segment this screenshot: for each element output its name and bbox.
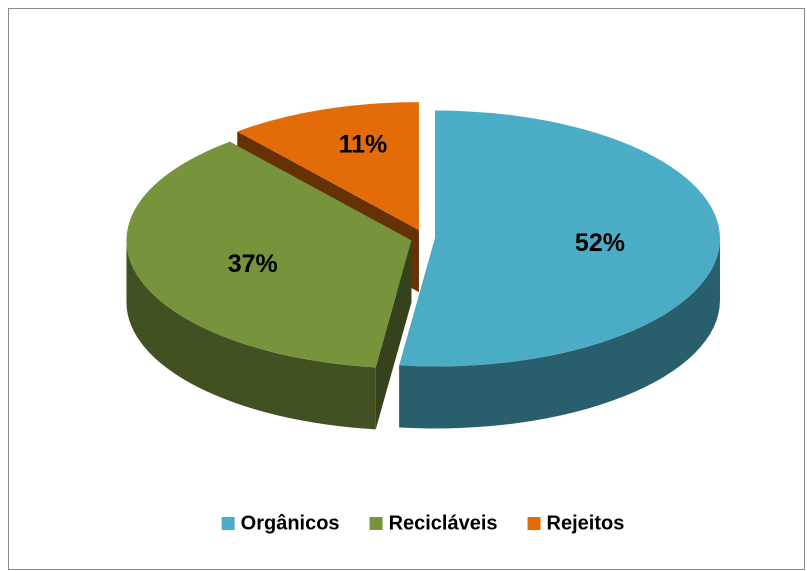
slice — [126, 141, 412, 368]
slice-side — [126, 240, 376, 430]
legend-swatch — [221, 517, 235, 530]
data-label: 52% — [575, 229, 625, 257]
slice — [399, 110, 720, 367]
slice — [237, 102, 419, 231]
legend-swatch — [527, 517, 541, 530]
legend-label: Recicláveis — [389, 512, 498, 534]
legend-swatch — [369, 517, 383, 530]
slice-side — [399, 238, 720, 429]
data-label: 11% — [339, 130, 388, 158]
data-label: 37% — [228, 250, 278, 278]
legend-label: Orgânicos — [241, 512, 340, 534]
legend-label: Rejeitos — [547, 512, 625, 534]
